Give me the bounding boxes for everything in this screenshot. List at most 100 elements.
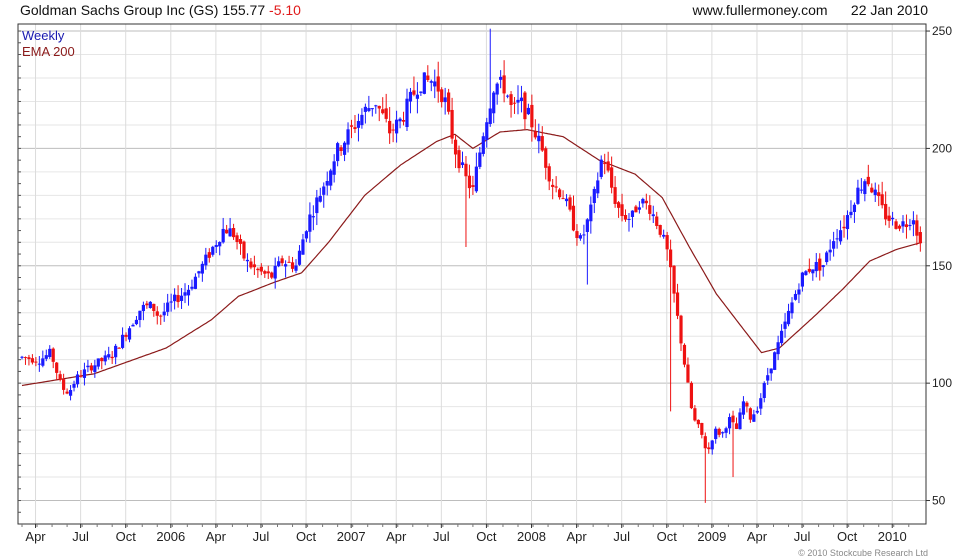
candle-up	[443, 97, 447, 103]
candle-down	[290, 262, 295, 269]
chart-date: 22 Jan 2010	[850, 2, 928, 18]
candle-up	[589, 204, 593, 222]
candle-up	[519, 97, 524, 101]
candle-down	[58, 374, 62, 380]
candle-up	[797, 289, 801, 295]
price-change: -5.10	[269, 2, 301, 18]
candle-down	[266, 271, 270, 274]
candle-down	[658, 224, 662, 235]
candle-down	[51, 348, 55, 362]
candle-down	[887, 215, 891, 221]
candle-up	[173, 294, 177, 302]
company-name: Goldman Sachs Group Inc (GS)	[20, 2, 219, 18]
candle-up	[790, 302, 794, 314]
candle-up	[481, 136, 485, 154]
candle-up	[724, 428, 728, 433]
candle-down	[523, 92, 527, 120]
candle-down	[176, 295, 180, 303]
candle-down	[225, 229, 229, 234]
candle-up	[488, 108, 492, 124]
candle-up	[585, 219, 589, 232]
candle-down	[34, 361, 38, 363]
candle-up	[370, 108, 374, 110]
candle-down	[620, 204, 624, 217]
candle-down	[252, 264, 256, 268]
candle-down	[440, 89, 444, 103]
candle-down	[616, 202, 621, 208]
candle-down	[568, 197, 572, 210]
candle-down	[263, 271, 267, 274]
candle-up	[211, 246, 215, 255]
candle-down	[530, 104, 534, 128]
candle-up	[190, 286, 194, 289]
plot-frame	[17, 23, 927, 525]
y-tick-label: 100	[932, 376, 952, 390]
candle-down	[467, 175, 472, 189]
candle-up	[537, 135, 541, 142]
candle-up	[131, 324, 135, 327]
candle-up	[478, 152, 482, 167]
candle-down	[877, 192, 881, 197]
candle-up	[166, 302, 170, 312]
candle-down	[693, 408, 697, 421]
candle-down	[27, 357, 31, 360]
candle-down	[381, 109, 385, 114]
candle-down	[575, 231, 579, 239]
candle-up	[183, 292, 187, 296]
candle-down	[634, 206, 638, 213]
y-tick-label: 50	[932, 494, 946, 508]
candle-up	[363, 106, 367, 112]
candle-up	[148, 301, 152, 309]
candle-up	[773, 352, 777, 370]
candle-down	[571, 205, 576, 231]
candle-down	[384, 108, 388, 119]
candle-up	[474, 166, 478, 192]
candle-down	[672, 265, 676, 294]
candle-down	[447, 92, 451, 112]
candle-down	[100, 357, 104, 362]
candle-up	[485, 122, 489, 140]
grid-lines	[18, 24, 926, 524]
x-axis: Apr Jul Oct 2006 Apr Jul Oct 2007 Apr Jul Oct 2008 A…	[21, 524, 910, 544]
x-tick-label: Jul	[253, 529, 270, 544]
candle-up	[627, 218, 631, 220]
candle-down	[249, 261, 253, 268]
candle-up	[582, 234, 586, 236]
candle-down	[731, 415, 735, 423]
candle-down	[353, 127, 357, 130]
candle-up	[332, 161, 336, 175]
y-tick-label: 250	[932, 24, 952, 38]
candle-down	[558, 189, 562, 198]
candle-up	[901, 221, 905, 227]
candle-down	[89, 365, 93, 371]
candle-up	[492, 92, 496, 114]
candle-down	[897, 225, 902, 229]
candle-up	[193, 276, 198, 289]
candle-up	[138, 310, 142, 321]
candle-down	[540, 136, 544, 151]
candle-up	[596, 180, 600, 194]
candle-down	[242, 241, 246, 259]
candle-up	[20, 356, 24, 358]
candle-up	[499, 76, 503, 80]
candle-down	[675, 292, 680, 316]
x-tick-label: Oct	[657, 529, 678, 544]
candle-up	[741, 401, 746, 415]
candle-down	[270, 272, 274, 278]
ema-200-path	[21, 128, 923, 387]
x-tick-label: Apr	[25, 529, 46, 544]
x-tick-label: 2007	[337, 529, 366, 544]
candle-down	[818, 258, 822, 271]
candle-up	[779, 330, 784, 344]
candle-down	[401, 119, 406, 122]
candle-up	[710, 440, 714, 450]
legend-ema-200: EMA 200	[22, 44, 75, 59]
candle-down	[124, 334, 128, 337]
candle-down	[464, 163, 468, 177]
candle-up	[322, 186, 326, 195]
candle-down	[551, 184, 555, 187]
candle-up	[245, 259, 250, 262]
candle-up	[804, 271, 808, 276]
candle-up	[127, 328, 132, 340]
candle-down	[110, 356, 114, 359]
